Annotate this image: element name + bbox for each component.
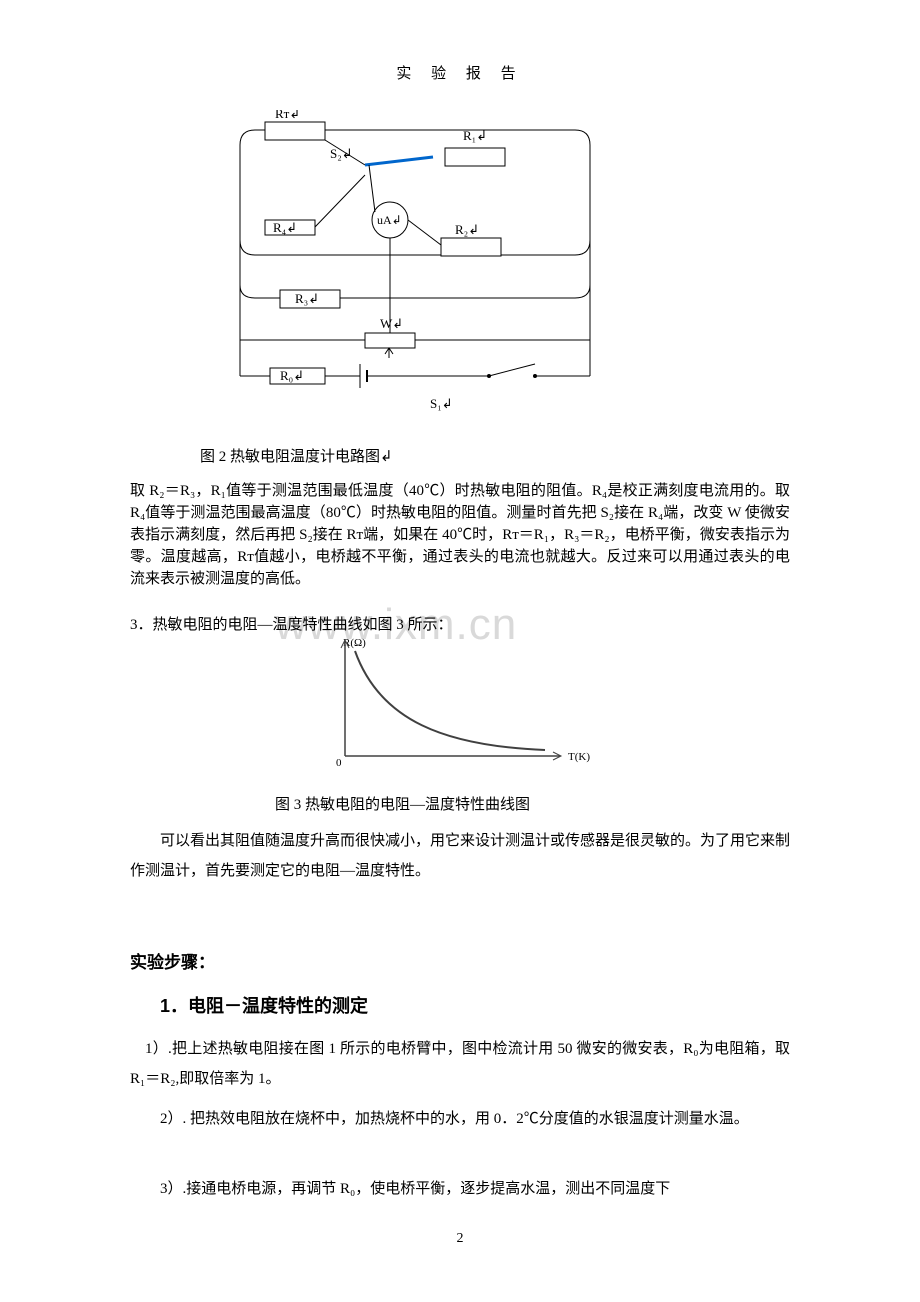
paragraph-1: 取 R₂＝R₃，R₁值等于测温范围最低温度（40℃）时热敏电阻的阻值。R₄是校正… — [130, 480, 790, 590]
svg-text:R₁↲: R₁↲ — [463, 128, 487, 143]
svg-text:S₁↲: S₁↲ — [430, 396, 453, 411]
step-2: 2）. 把热效电阻放在烧杯中，加热烧杯中的水，用 0．2℃分度值的水银温度计测量… — [130, 1104, 790, 1134]
svg-text:0: 0 — [336, 757, 342, 769]
svg-text:W↲: W↲ — [380, 316, 403, 331]
svg-text:T(K): T(K) — [568, 751, 590, 763]
rt-curve-graph: R(Ω) 0 T(K) — [330, 636, 600, 776]
step-1: 1）.把上述热敏电阻接在图 1 所示的电桥臂中，图中检流计用 50 微安的微安表… — [130, 1034, 790, 1094]
svg-text:uA↲: uA↲ — [377, 213, 402, 227]
paragraph-2: 3．热敏电阻的电阻—温度特性曲线如图 3 所示： — [130, 614, 790, 636]
step-3: 3）.接通电桥电源，再调节 R₀，使电桥平衡，逐步提高水温，测出不同温度下 — [130, 1174, 790, 1204]
page-number: 2 — [0, 1231, 920, 1247]
svg-text:R₄↲: R₄↲ — [273, 220, 297, 235]
svg-text:Rᴛ↲: Rᴛ↲ — [275, 110, 300, 121]
circuit-caption: 图 2 热敏电阻温度计电路图↲ — [200, 445, 393, 466]
svg-text:R₂↲: R₂↲ — [455, 222, 479, 237]
svg-text:S₂↲: S₂↲ — [330, 146, 353, 161]
graph-caption: 图 3 热敏电阻的电阻—温度特性曲线图 — [275, 793, 530, 814]
svg-text:R₀↲: R₀↲ — [280, 368, 304, 383]
page-header: 实 验 报 告 — [0, 0, 920, 83]
svg-text:R₃↲: R₃↲ — [295, 291, 319, 306]
circuit-diagram: Rᴛ↲ R₁↲ S₂↲ R₄↲ uA↲ R₂↲ R₃↲ W↲ R₀↲ S₁↲ — [225, 110, 605, 430]
paragraph-3: 可以看出其阻值随温度升高而很快减小，用它来设计测温计或传感器是很灵敏的。为了用它… — [130, 826, 790, 886]
sub-title-1: 1．电阻－温度特性的测定 — [160, 992, 368, 1018]
section-title: 实验步骤： — [130, 948, 215, 973]
